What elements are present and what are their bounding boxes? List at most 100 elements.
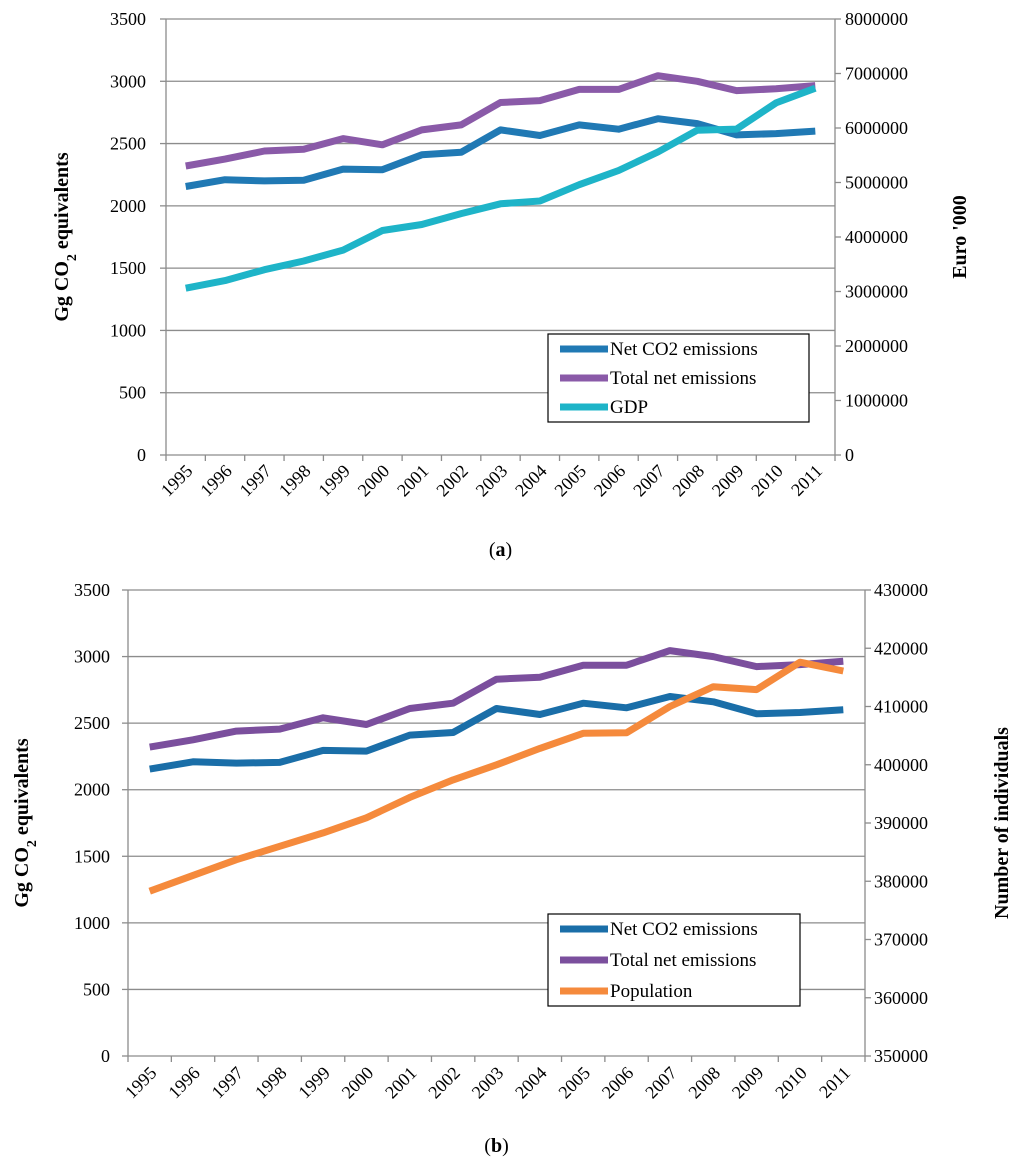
x-tick-label: 2004 — [511, 1063, 551, 1103]
y-tick-label-left: 2000 — [74, 780, 110, 800]
y-axis-title-left-rest: equivalents — [51, 152, 73, 254]
x-tick-label: 2001 — [381, 1063, 421, 1103]
x-tick-label: 1998 — [251, 1063, 291, 1103]
panel-label: (b) — [484, 1135, 508, 1157]
x-tick-label: 2010 — [771, 1063, 811, 1103]
y-tick-label-right: 420000 — [874, 638, 928, 658]
y-tick-label-right: 1000000 — [845, 391, 908, 411]
y-tick-label-left: 500 — [119, 383, 146, 403]
y-tick-label-right: 5000000 — [845, 173, 908, 193]
panel-label-letter: b — [491, 1135, 502, 1157]
x-tick-label: 2000 — [338, 1063, 378, 1103]
y-tick-label-right: 380000 — [874, 871, 928, 891]
y-tick-label-right: 390000 — [874, 813, 928, 833]
x-tick-label: 2008 — [668, 461, 708, 501]
y-tick-label-right: 4000000 — [845, 227, 908, 247]
y-axis-title-left-rest: equivalents — [11, 738, 33, 840]
y-axis-title-left: Gg CO2 equivalents — [11, 738, 40, 907]
x-tick-label: 1998 — [275, 461, 315, 501]
series-line-gdp — [185, 84, 817, 292]
x-tick-label: 2005 — [550, 461, 590, 501]
y-axis-title-left: Gg CO2 equivalents — [51, 152, 80, 321]
y-tick-label-left: 2000 — [110, 196, 146, 216]
x-tick-label: 2009 — [728, 1063, 768, 1103]
y-tick-label-left: 500 — [83, 979, 110, 999]
panel-label-open: ( — [484, 1135, 491, 1157]
y-tick-label-right: 400000 — [874, 755, 928, 775]
x-tick-label: 1999 — [294, 1063, 334, 1103]
panel-label-letter: a — [496, 539, 506, 561]
x-tick-label: 2006 — [598, 1063, 638, 1103]
y-axis-title-left-main: Gg CO — [11, 847, 33, 908]
x-tick-label: 2008 — [684, 1063, 724, 1103]
y-tick-label-right: 410000 — [874, 697, 928, 717]
y-tick-label-right: 3000000 — [845, 282, 908, 302]
y-tick-label-left: 0 — [101, 1046, 110, 1066]
y-tick-label-right: 370000 — [874, 930, 928, 950]
y-tick-label-left: 1000 — [110, 320, 146, 340]
y-axis-title-left-sub: 2 — [65, 254, 80, 261]
y-axis-title-right: Euro '000 — [949, 195, 971, 279]
legend: Net CO2 emissions Total net emissions Popu… — [547, 913, 801, 1007]
x-tick-label: 2010 — [747, 461, 787, 501]
y-axis-title-left-main: Gg CO — [51, 261, 73, 322]
series-line-total-net-emissions — [185, 72, 816, 170]
y-tick-label-left: 3500 — [74, 580, 110, 600]
x-tick-label: 2011 — [815, 1063, 854, 1102]
x-tick-label: 2003 — [472, 461, 512, 501]
legend-label: Population — [610, 981, 693, 1002]
x-tick-label: 2002 — [424, 1063, 464, 1103]
x-tick-label: 2011 — [787, 461, 826, 500]
chart-panel-a: 0 500 1000 1500 2000 2500 3000 3500 0 1000000 2000… — [51, 9, 971, 561]
series-line-total-net-emissions — [149, 647, 844, 751]
x-tick-label: 1996 — [196, 461, 236, 501]
legend-label: GDP — [610, 397, 648, 418]
x-tick-label: 2006 — [590, 461, 630, 501]
y-tick-label-right: 6000000 — [845, 118, 908, 138]
x-tick-label: 1999 — [314, 461, 354, 501]
legend: Net CO2 emissions Total net emissions GDP — [547, 333, 810, 423]
x-tick-label: 2004 — [511, 461, 551, 501]
y-tick-label-left: 0 — [137, 445, 146, 465]
x-tick-label: 2001 — [393, 461, 433, 501]
x-tick-label: 2002 — [432, 461, 472, 501]
y-tick-label-left: 3500 — [110, 9, 146, 29]
y-tick-label-right: 0 — [845, 445, 854, 465]
x-tick-label: 1997 — [236, 461, 276, 501]
x-tick-label: 2000 — [354, 461, 394, 501]
x-tick-label: 1995 — [121, 1063, 161, 1103]
x-tick-label: 1996 — [164, 1063, 204, 1103]
panel-label-close: ) — [502, 1135, 509, 1157]
y-tick-label-right: 430000 — [874, 580, 928, 600]
x-tick-label: 1995 — [157, 461, 197, 501]
panel-label-close: ) — [506, 539, 513, 561]
y-axis-title-right: Number of individuals — [991, 727, 1013, 919]
y-tick-label-left: 3000 — [74, 647, 110, 667]
y-tick-label-right: 2000000 — [845, 336, 908, 356]
legend-label: Total net emissions — [610, 950, 756, 971]
y-axis-title-left-sub: 2 — [25, 840, 40, 847]
y-tick-label-right: 8000000 — [845, 9, 908, 29]
y-tick-label-left: 1500 — [110, 258, 146, 278]
y-tick-label-right: 360000 — [874, 988, 928, 1008]
y-tick-label-left: 2500 — [110, 134, 146, 154]
x-tick-label: 1997 — [208, 1063, 248, 1103]
legend-label: Net CO2 emissions — [610, 339, 758, 360]
y-tick-label-left: 2500 — [74, 713, 110, 733]
series-line-population — [148, 658, 844, 895]
x-tick-label: 2003 — [468, 1063, 508, 1103]
legend-label: Net CO2 emissions — [610, 919, 758, 940]
panel-label-open: ( — [489, 539, 496, 561]
x-tick-label: 2007 — [629, 461, 669, 501]
x-tick-label: 2009 — [708, 461, 748, 501]
x-tick-label: 2007 — [641, 1063, 681, 1103]
y-tick-label-left: 1500 — [74, 846, 110, 866]
y-tick-label-left: 1000 — [74, 913, 110, 933]
series-line-net-co2-emissions — [149, 693, 844, 773]
chart-panel-b: 0 500 1000 1500 2000 2500 3000 3500 350000 360000… — [11, 580, 1013, 1157]
legend-label: Total net emissions — [610, 368, 756, 389]
y-tick-label-right: 350000 — [874, 1046, 928, 1066]
y-tick-label-right: 7000000 — [845, 64, 908, 84]
y-tick-label-left: 3000 — [110, 71, 146, 91]
